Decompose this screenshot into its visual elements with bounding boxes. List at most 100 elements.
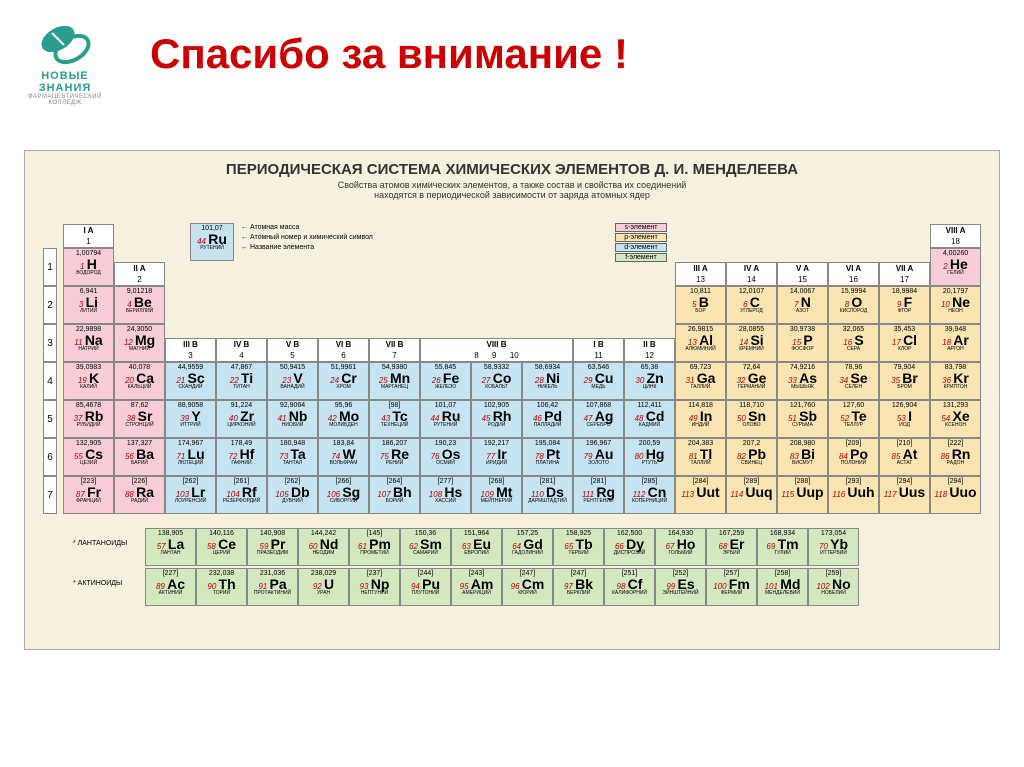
- element-cell: [227]89 AcАКТИНИЙ: [145, 568, 196, 606]
- element-cell: [259]102 NoНОБЕЛИЙ: [808, 568, 859, 606]
- element-cell: 204,38381 TlТАЛЛИЙ: [675, 438, 726, 476]
- element-cell: 85,467837 RbРУБИДИЙ: [63, 400, 114, 438]
- element-cell: 51,996124 CrХРОМ: [318, 362, 369, 400]
- group-header: II B12: [624, 338, 675, 362]
- element-cell: 18,99849 FФТОР: [879, 286, 930, 324]
- slide-headline: Спасибо за внимание !: [150, 30, 628, 78]
- table-subtitle: Свойства атомов химических элементов, а …: [25, 178, 999, 204]
- element-cell: [277]108 HsХАССИЙ: [420, 476, 471, 514]
- logo-subtitle: ФАРМАЦЕВТИЧЕСКИЙ КОЛЛЕДЖ: [20, 94, 110, 106]
- element-cell: 20,179710 NeНЕОН: [930, 286, 981, 324]
- element-cell: 101,0744 RuРУТЕНИЙ: [420, 400, 471, 438]
- group-header: V B5: [267, 338, 318, 362]
- element-cell: 12,01076 CУГЛЕРОД: [726, 286, 777, 324]
- element-cell: [247]97 BkБЕРКЛИЙ: [553, 568, 604, 606]
- element-cell: [294]118 Uuo: [930, 476, 981, 514]
- element-cell: [261]104 RfРЕЗЕРФОРДИЙ: [216, 476, 267, 514]
- element-cell: 65,3830 ZnЦИНК: [624, 362, 675, 400]
- element-cell: 207,282 PbСВИНЕЦ: [726, 438, 777, 476]
- element-cell: 118,71050 SnОЛОВО: [726, 400, 777, 438]
- element-cell: [247]96 CmКЮРИЙ: [502, 568, 553, 606]
- group-header: VIII A18: [930, 224, 981, 248]
- element-cell: 121,76051 SbСУРЬМА: [777, 400, 828, 438]
- element-cell: [262]103 LrЛОУРЕНСИЙ: [165, 476, 216, 514]
- element-cell: [243]95 AmАМЕРИЦИЙ: [451, 568, 502, 606]
- group-header: IV A14: [726, 262, 777, 286]
- element-cell: [258]101 MdМЕНДЕЛЕВИЙ: [757, 568, 808, 606]
- element-cell: [288]115 Uup: [777, 476, 828, 514]
- element-cell: 131,29354 XeКСЕНОН: [930, 400, 981, 438]
- group-header: VI A16: [828, 262, 879, 286]
- element-cell: 127,6052 TeТЕЛЛУР: [828, 400, 879, 438]
- element-cell: [251]98 CfКАЛИФОРНИЙ: [604, 568, 655, 606]
- element-cell: 28,085514 SiКРЕМНИЙ: [726, 324, 777, 362]
- group-header: VI B6: [318, 338, 369, 362]
- element-cell: [237]93 NpНЕПТУНИЙ: [349, 568, 400, 606]
- period-number: 7: [43, 476, 57, 514]
- element-cell: 208,98083 BiВИСМУТ: [777, 438, 828, 476]
- element-cell: 79,90435 BrБРОМ: [879, 362, 930, 400]
- periodic-table: ПЕРИОДИЧЕСКАЯ СИСТЕМА ХИМИЧЕСКИХ ЭЛЕМЕНТ…: [24, 150, 1000, 650]
- element-cell: 39,098319 KКАЛИЙ: [63, 362, 114, 400]
- period-number: 6: [43, 438, 57, 476]
- lanthanide-label: * ЛАНТАНОИДЫ: [73, 540, 143, 547]
- element-cell: 157,2564 GdГАДОЛИНИЙ: [502, 528, 553, 566]
- group-header: III B3: [165, 338, 216, 362]
- element-cell: 138,90557 LaЛАНТАН: [145, 528, 196, 566]
- element-cell: 180,94873 TaТАНТАЛ: [267, 438, 318, 476]
- element-cell: 35,45317 ClХЛОР: [879, 324, 930, 362]
- element-cell: [98]43 TcТЕХНЕЦИЙ: [369, 400, 420, 438]
- period-number: 1: [43, 248, 57, 286]
- element-cell: 1,007941 HВОДОРОД: [63, 248, 114, 286]
- element-cell: 186,20775 ReРЕНИЙ: [369, 438, 420, 476]
- element-cell: [294]117 Uus: [879, 476, 930, 514]
- element-cell: 95,9642 MoМОЛИБДЕН: [318, 400, 369, 438]
- element-cell: 69,72331 GaГАЛЛИЙ: [675, 362, 726, 400]
- logo-title: НОВЫЕ ЗНАНИЯ: [20, 70, 110, 94]
- period-number: 5: [43, 400, 57, 438]
- element-cell: 158,92565 TbТЕРБИЙ: [553, 528, 604, 566]
- group-header: I A1: [63, 224, 114, 248]
- element-cell: 58,693428 NiНИКЕЛЬ: [522, 362, 573, 400]
- element-cell: 164,93067 HoГОЛЬМИЙ: [655, 528, 706, 566]
- element-cell: [244]94 PuПЛУТОНИЙ: [400, 568, 451, 606]
- element-cell: 44,955921 ScСКАНДИЙ: [165, 362, 216, 400]
- element-cell: 9,012184 BeБЕРИЛЛИЙ: [114, 286, 165, 324]
- element-cell: 30,973815 PФОСФОР: [777, 324, 828, 362]
- element-cell: [284]113 Uut: [675, 476, 726, 514]
- element-cell: [209]84 PoПОЛОНИЙ: [828, 438, 879, 476]
- group-header: I B11: [573, 338, 624, 362]
- element-cell: 196,96779 AuЗОЛОТО: [573, 438, 624, 476]
- element-cell: 58,933227 CoКОБАЛЬТ: [471, 362, 522, 400]
- element-cell: 144,24260 NdНЕОДИМ: [298, 528, 349, 566]
- element-cell: 15,99948 OКИСЛОРОД: [828, 286, 879, 324]
- element-cell: [281]110 DsДАРМШТАДТИЙ: [522, 476, 573, 514]
- element-cell: 72,6432 GeГЕРМАНИЙ: [726, 362, 777, 400]
- group-header: IV B4: [216, 338, 267, 362]
- group-header: VIII B8 9 10: [420, 338, 573, 362]
- element-cell: 78,9634 SeСЕЛЕН: [828, 362, 879, 400]
- element-cell: 132,90555 CsЦЕЗИЙ: [63, 438, 114, 476]
- element-cell: [264]107 BhБОРИЙ: [369, 476, 420, 514]
- table-title: ПЕРИОДИЧЕСКАЯ СИСТЕМА ХИМИЧЕСКИХ ЭЛЕМЕНТ…: [25, 151, 999, 178]
- element-cell: 54,938025 MnМАРГАНЕЦ: [369, 362, 420, 400]
- element-cell: 173,05470 YbИТТЕРБИЙ: [808, 528, 859, 566]
- actinide-label: * АКТИНОИДЫ: [73, 580, 143, 587]
- element-cell: 192,21777 IrИРИДИЙ: [471, 438, 522, 476]
- group-header: VII B7: [369, 338, 420, 362]
- element-cell: 55,84526 FeЖЕЛЕЗО: [420, 362, 471, 400]
- element-cell: [222]86 RnРАДОН: [930, 438, 981, 476]
- element-cell: 40,07820 CaКАЛЬЦИЙ: [114, 362, 165, 400]
- element-cell: [268]109 MtМЕЙТНЕРИЙ: [471, 476, 522, 514]
- element-cell: 114,81849 InИНДИЙ: [675, 400, 726, 438]
- element-cell: 151,96463 EuЕВРОПИЙ: [451, 528, 502, 566]
- element-cell: [289]114 Uuq: [726, 476, 777, 514]
- element-cell: 74,921633 AsМЫШЬЯК: [777, 362, 828, 400]
- group-header: II A2: [114, 262, 165, 286]
- element-cell: 140,90859 PrПРАЗЕОДИМ: [247, 528, 298, 566]
- element-cell: 39,94818 ArАРГОН: [930, 324, 981, 362]
- element-cell: 200,5980 HgРТУТЬ: [624, 438, 675, 476]
- element-cell: 4,002602 HeГЕЛИЙ: [930, 248, 981, 286]
- element-cell: 238,02992 UУРАН: [298, 568, 349, 606]
- element-grid: 1234567I A1II A2III B3IV B4V B5VI B6VII …: [25, 204, 999, 614]
